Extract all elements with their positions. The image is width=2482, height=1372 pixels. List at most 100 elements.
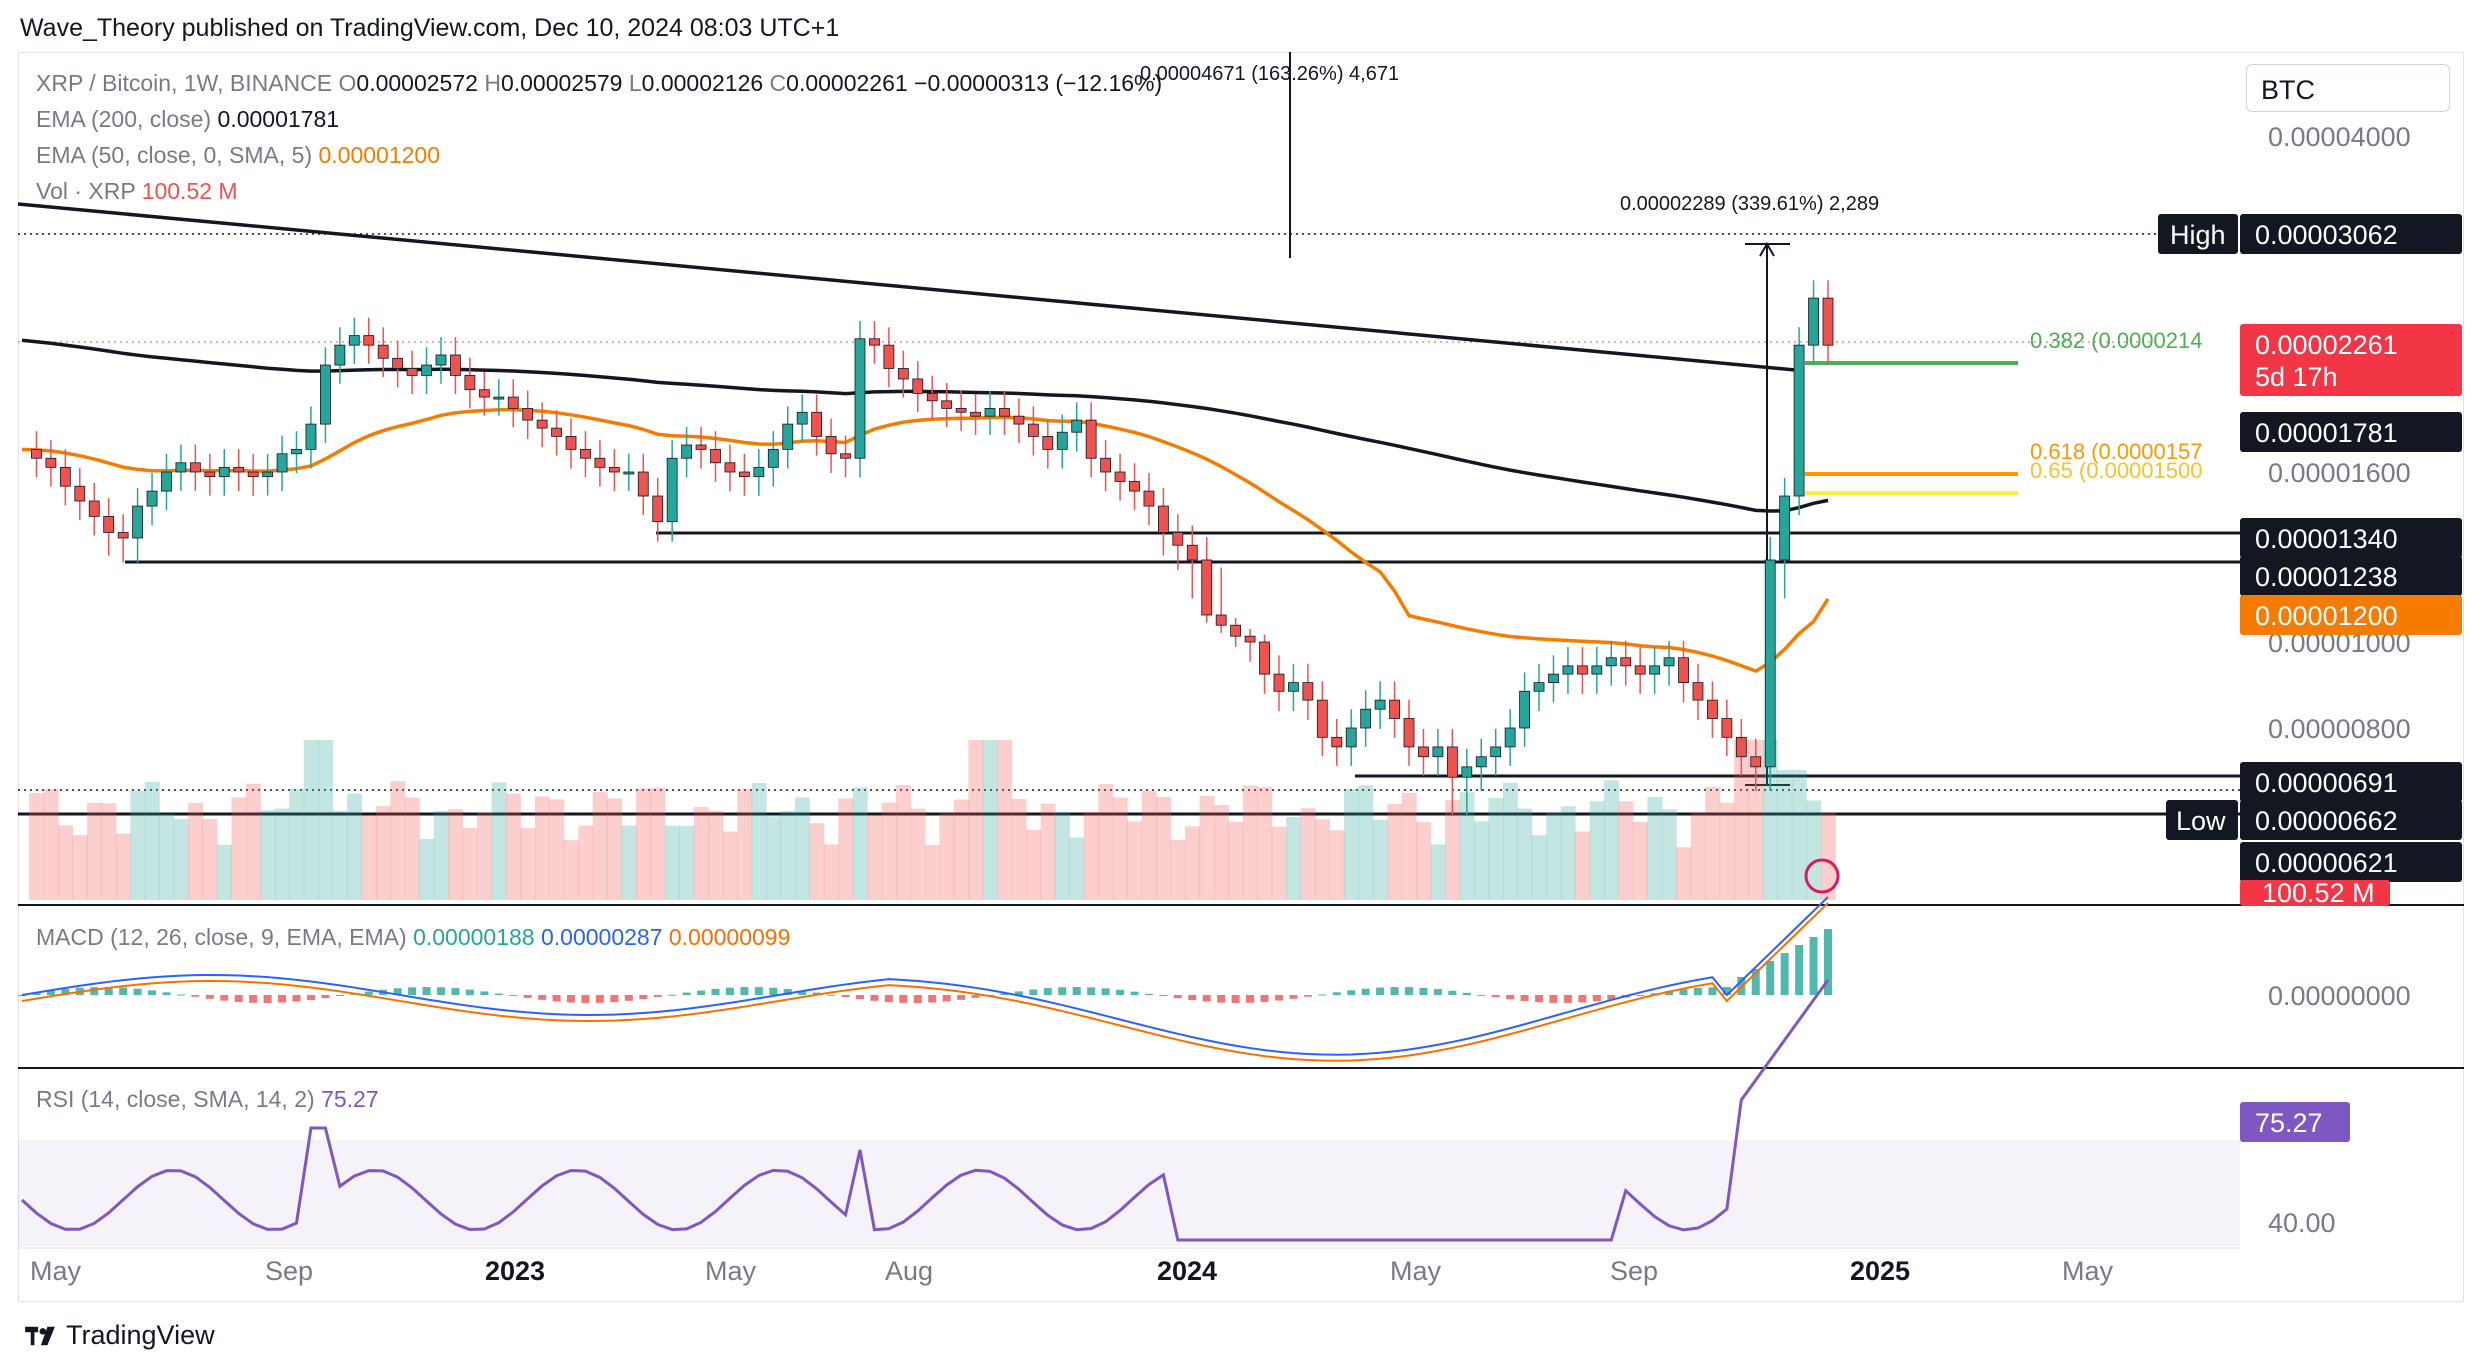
candle-body bbox=[1678, 657, 1689, 684]
currency-button[interactable]: BTC bbox=[2246, 64, 2450, 112]
candle-body bbox=[1345, 727, 1357, 748]
volume-bar bbox=[1185, 826, 1201, 900]
candle-body bbox=[276, 453, 288, 473]
candle-body bbox=[1331, 736, 1343, 748]
candle-body bbox=[348, 335, 360, 346]
macd-histogram-bar bbox=[306, 995, 315, 1001]
volume-bar bbox=[115, 833, 131, 900]
legend-open: 0.00002572 bbox=[356, 70, 478, 96]
volume-bar bbox=[766, 816, 782, 900]
candle-body bbox=[1808, 297, 1819, 346]
macd-histogram-bar bbox=[899, 995, 908, 1003]
macd-histogram-bar bbox=[176, 994, 185, 996]
ema200-tag: 0.00001781 bbox=[2255, 418, 2398, 448]
macd-histogram-bar bbox=[1679, 989, 1688, 995]
macd-histogram-bar bbox=[1390, 987, 1399, 995]
macd-histogram-bar bbox=[884, 995, 893, 1003]
candle-body bbox=[1302, 682, 1314, 701]
volume-bar bbox=[318, 740, 334, 900]
candle-body bbox=[1750, 756, 1762, 768]
macd-histogram-bar bbox=[220, 995, 229, 1001]
volume-bar bbox=[144, 782, 160, 900]
candle-body bbox=[1533, 682, 1545, 692]
volume-bar bbox=[390, 781, 406, 900]
macd-histogram-bar bbox=[1072, 987, 1081, 995]
legend-symbol: XRP / Bitcoin, 1W, BINANCE bbox=[36, 70, 333, 96]
candle-body bbox=[1230, 624, 1242, 637]
candle-body bbox=[608, 466, 620, 473]
volume-bar bbox=[881, 802, 897, 900]
footer-brand[interactable]: TradingView bbox=[20, 1320, 215, 1351]
candle-body bbox=[88, 500, 100, 517]
candle-body bbox=[1288, 682, 1299, 692]
candle-body bbox=[31, 448, 42, 459]
volume-bar bbox=[1474, 821, 1489, 900]
macd-histogram-bar bbox=[639, 995, 648, 1000]
macd-histogram-bar bbox=[1780, 953, 1789, 995]
fib-618-label: 0.618 (0.0000157 bbox=[2030, 439, 2203, 464]
volume-bar bbox=[173, 819, 189, 900]
macd-histogram-bar bbox=[1477, 995, 1486, 996]
macd-histogram-bar bbox=[133, 988, 142, 995]
candle-body bbox=[117, 532, 129, 539]
macd-histogram-bar bbox=[46, 990, 55, 995]
macd-histogram-bar bbox=[827, 994, 836, 996]
macd-histogram-bar bbox=[740, 987, 749, 995]
macd-histogram-bar bbox=[1116, 989, 1125, 995]
legend-vol-row[interactable]: Vol · XRP 100.52 M bbox=[36, 178, 238, 205]
volume-bar bbox=[347, 793, 363, 900]
candle-body bbox=[1013, 415, 1025, 425]
candle-body bbox=[1721, 718, 1733, 738]
macd-histogram-bar bbox=[1260, 995, 1269, 1002]
candle-body bbox=[565, 436, 577, 450]
volume-bar bbox=[1589, 801, 1605, 900]
macd-histogram-bar bbox=[278, 995, 287, 1003]
candle-body bbox=[522, 408, 534, 421]
macd-histogram-bar bbox=[263, 995, 272, 1003]
macd-histogram-bar bbox=[538, 995, 547, 1000]
ema50-tag: 0.00001200 bbox=[2255, 601, 2398, 631]
macd-histogram-bar bbox=[1491, 995, 1500, 998]
volume-bar bbox=[838, 798, 854, 900]
macd-histogram-bar bbox=[1303, 995, 1312, 997]
rsi-line bbox=[20, 979, 1830, 1242]
volume-bar bbox=[1575, 831, 1591, 900]
macd-histogram-bar bbox=[1144, 993, 1153, 995]
macd-histogram-bar bbox=[942, 995, 951, 1002]
legend-ema200-row[interactable]: EMA (200, close) 0.00001781 bbox=[36, 106, 339, 133]
rsi-band bbox=[18, 1140, 2240, 1246]
macd-histogram-bar bbox=[321, 995, 330, 999]
macd-histogram-bar bbox=[957, 995, 966, 1000]
volume-bar bbox=[130, 790, 146, 900]
volume-bar bbox=[1271, 826, 1287, 900]
level-1340-tag: 0.00001340 bbox=[2255, 524, 2398, 554]
candle-body bbox=[637, 471, 649, 497]
volume-bar bbox=[1488, 798, 1504, 900]
legend-macd-row[interactable]: MACD (12, 26, close, 9, EMA, EMA) 0.0000… bbox=[36, 924, 790, 951]
legend-ema50-row[interactable]: EMA (50, close, 0, SMA, 5) 0.00001200 bbox=[36, 142, 440, 169]
price-axis-tick: 0.00000000 bbox=[2268, 981, 2411, 1011]
measure-top-label: 0.00004671 (163.26%) 4,671 bbox=[1140, 63, 1399, 85]
volume-bar bbox=[737, 789, 753, 900]
macd-histogram-bar bbox=[480, 991, 489, 995]
candle-body bbox=[970, 411, 981, 417]
fib-382-label: 0.382 (0.0000214 bbox=[2030, 328, 2203, 353]
legend-ema50-value: 0.00001200 bbox=[318, 142, 441, 168]
macd-histogram-bar bbox=[1722, 987, 1731, 995]
volume-bar bbox=[72, 835, 88, 900]
candle-body bbox=[1446, 746, 1458, 778]
candle-body bbox=[1822, 297, 1834, 346]
legend-rsi-row[interactable]: RSI (14, close, SMA, 14, 2) 75.27 bbox=[36, 1086, 379, 1113]
volume-bar bbox=[1213, 805, 1229, 900]
volume-bar bbox=[260, 810, 276, 900]
volume-bar bbox=[1170, 840, 1186, 900]
candle-body bbox=[912, 378, 924, 394]
volume-bar bbox=[823, 844, 839, 900]
high-tag-bg bbox=[2158, 214, 2238, 254]
candle-body bbox=[262, 471, 274, 478]
volume-bar bbox=[896, 785, 912, 900]
macd-histogram-bar bbox=[841, 995, 850, 997]
legend-low: 0.00002126 bbox=[641, 70, 764, 96]
candle-body bbox=[103, 516, 115, 533]
level-1340-tag-bg bbox=[2240, 518, 2462, 558]
